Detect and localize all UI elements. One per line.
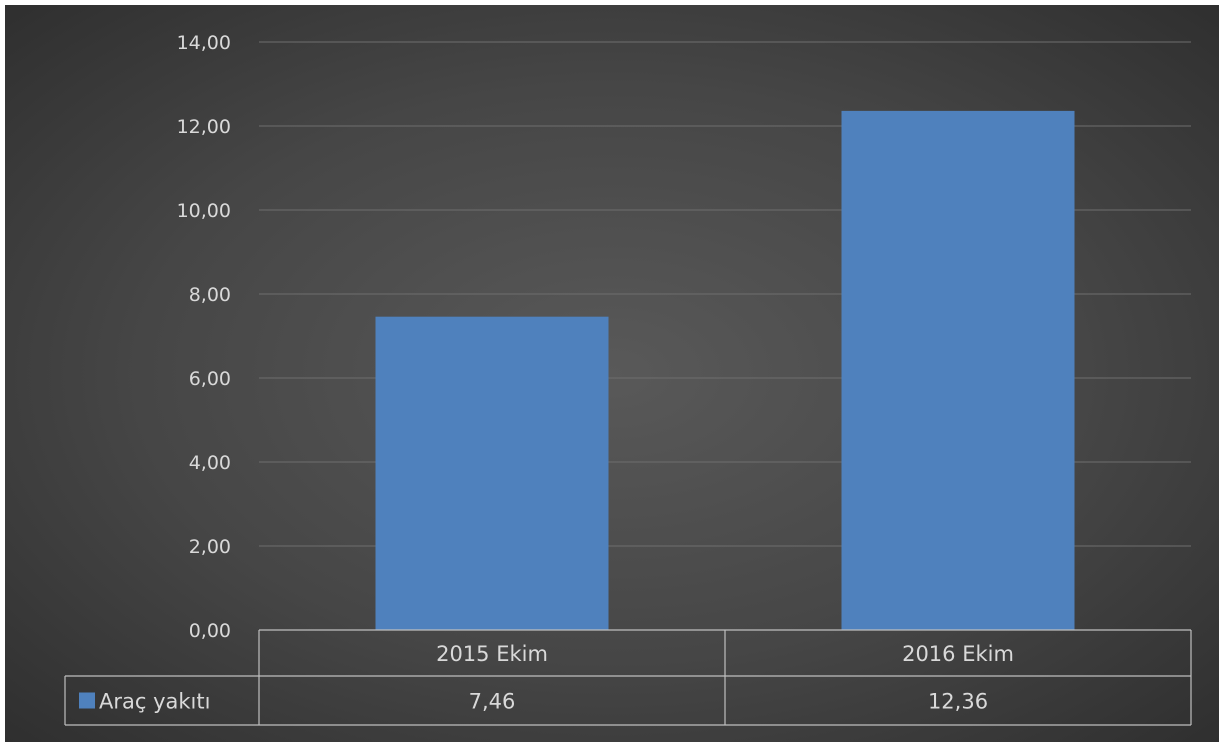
y-tick-label: 6,00 (189, 368, 231, 390)
data-value-label: 12,36 (928, 690, 988, 714)
x-category-label: 2015 Ekim (436, 642, 548, 666)
bar (375, 316, 609, 630)
chart-area: 0,00 2,00 4,00 6,00 8,00 10,00 12,00 14,00 2015 … (5, 5, 1219, 742)
legend-swatch (79, 692, 95, 709)
y-tick-label: 12,00 (177, 116, 231, 138)
y-tick-label: 14,00 (177, 32, 231, 54)
y-tick-label: 2,00 (189, 536, 231, 558)
data-value-label: 7,46 (469, 690, 516, 714)
bar (841, 110, 1075, 630)
y-tick-label: 8,00 (189, 284, 231, 306)
y-tick-label: 0,00 (189, 620, 231, 642)
y-tick-label: 4,00 (189, 452, 231, 474)
legend-label: Araç yakıtı (99, 690, 210, 714)
y-tick-label: 10,00 (177, 200, 231, 222)
x-category-label: 2016 Ekim (902, 642, 1014, 666)
bar-chart: 0,00 2,00 4,00 6,00 8,00 10,00 12,00 14,00 2015 … (64, 32, 1192, 726)
